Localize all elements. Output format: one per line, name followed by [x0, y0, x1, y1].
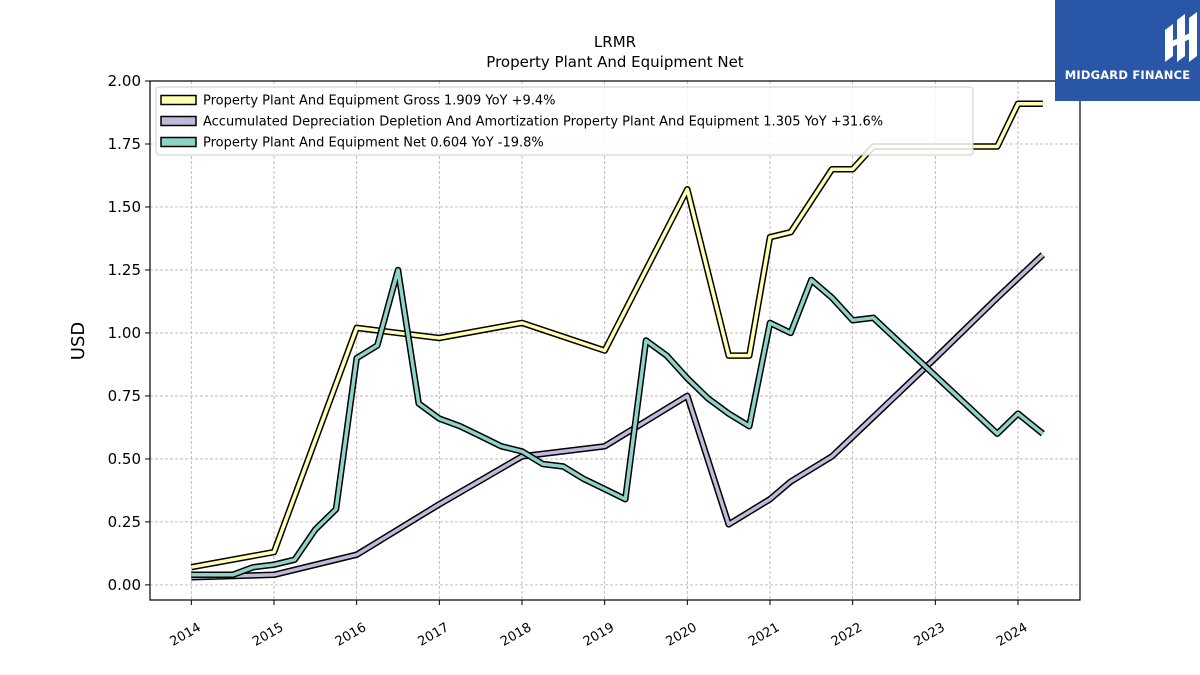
- y-tick-label: 0.25: [108, 513, 141, 531]
- legend-swatch: [160, 94, 197, 106]
- plot-frame: [149, 80, 1081, 601]
- x-tick-label: 2024: [994, 620, 1030, 650]
- y-axis-label: USD: [68, 322, 89, 360]
- x-tick-label: 2016: [333, 620, 369, 650]
- x-tick-label: 2019: [581, 620, 617, 650]
- y-tick-label: 2.00: [108, 72, 141, 90]
- legend-swatch: [160, 136, 197, 148]
- y-tick-label: 1.50: [108, 198, 141, 216]
- x-tick-label: 2017: [416, 620, 452, 650]
- x-tick-label: 2021: [746, 620, 782, 650]
- legend-entry: Property Plant And Equipment Gross 1.909…: [203, 94, 556, 109]
- legend-swatch: [160, 115, 197, 127]
- legend: Property Plant And Equipment Gross 1.909…: [155, 86, 974, 156]
- chart-title: LRMR: [594, 33, 636, 51]
- brand-name: MIDGARD FINANCE: [1064, 68, 1191, 82]
- series-line-1: [191, 253, 1045, 580]
- x-tick-label: 2023: [912, 620, 948, 650]
- y-tick-label: 0.00: [108, 576, 141, 594]
- series-line-2: [191, 268, 1044, 577]
- x-tick-label: 2018: [498, 620, 534, 650]
- x-tick-label: 2014: [168, 620, 204, 650]
- y-axis: 0.00 0.25 0.50 0.75 1.00 1.25 1.50 1.75 2.00: [108, 72, 150, 594]
- x-tick-label: 2015: [250, 620, 286, 650]
- legend-box: [155, 86, 974, 156]
- y-tick-label: 0.75: [108, 387, 141, 405]
- series-lines: [190, 100, 1046, 581]
- y-tick-label: 0.50: [108, 450, 141, 468]
- midgard-logo-icon: [1165, 12, 1197, 62]
- x-tick-label: 2022: [829, 620, 865, 650]
- y-tick-label: 1.25: [108, 261, 141, 279]
- x-tick-label: 2020: [664, 620, 700, 650]
- legend-entry: Property Plant And Equipment Net 0.604 Y…: [203, 136, 544, 151]
- grid-lines: [150, 80, 1080, 600]
- brand-logo: MIDGARD FINANCE: [1055, 0, 1200, 101]
- y-tick-label: 1.00: [108, 324, 141, 342]
- chart-subtitle: Property Plant And Equipment Net: [486, 53, 743, 71]
- y-tick-label: 1.75: [108, 135, 141, 153]
- x-axis: 2014 2015 2016 2017 2018 2019 2020 2021 2022 2023…: [168, 600, 1030, 650]
- legend-entry: Accumulated Depreciation Depletion And A…: [203, 115, 883, 130]
